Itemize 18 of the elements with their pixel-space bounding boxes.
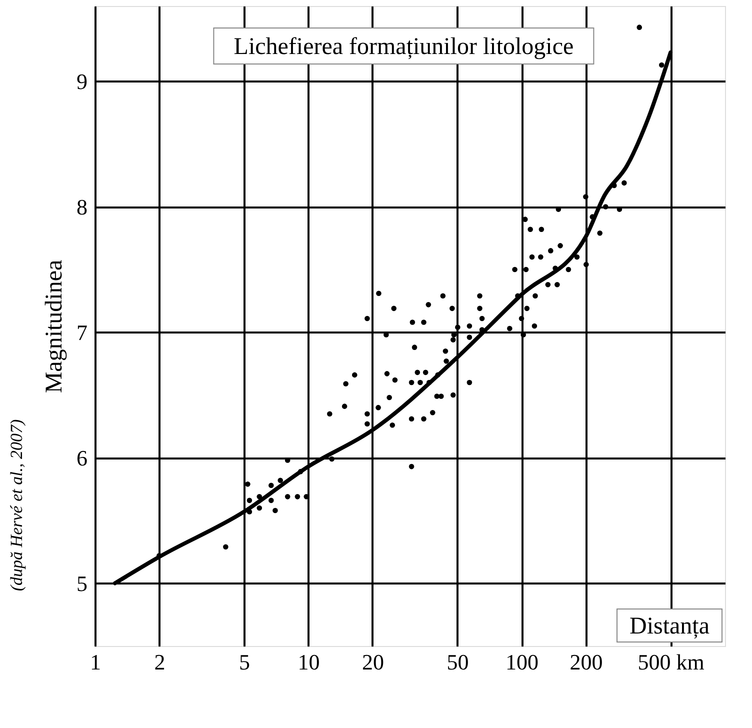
x-axis-title: Distanța [630,614,710,640]
x-tick-label: 500 km [638,650,704,674]
x-tick-label: 200 [570,650,603,674]
y-tick-label: 5 [76,570,88,596]
x-tick-label: 5 [239,650,250,674]
y-axis-title: Magnitudinea [42,260,68,394]
x-tick-label: 100 [506,650,539,674]
y-tick-label: 8 [76,194,88,220]
x-tick-label: 1 [90,650,101,674]
x-tick-label: 10 [298,650,320,674]
x-tick-label: 50 [446,650,469,674]
text: (după Hervé et al., 2007) [7,418,26,592]
y-tick-label: 6 [76,445,88,470]
text: Lichefierea formațiunilor litologice [234,34,574,60]
x-tick-label: 2 [154,650,166,674]
y-tick-label: 9 [76,68,88,94]
y-tick-label: 7 [76,320,88,345]
x-tick-label: 20 [362,650,384,674]
